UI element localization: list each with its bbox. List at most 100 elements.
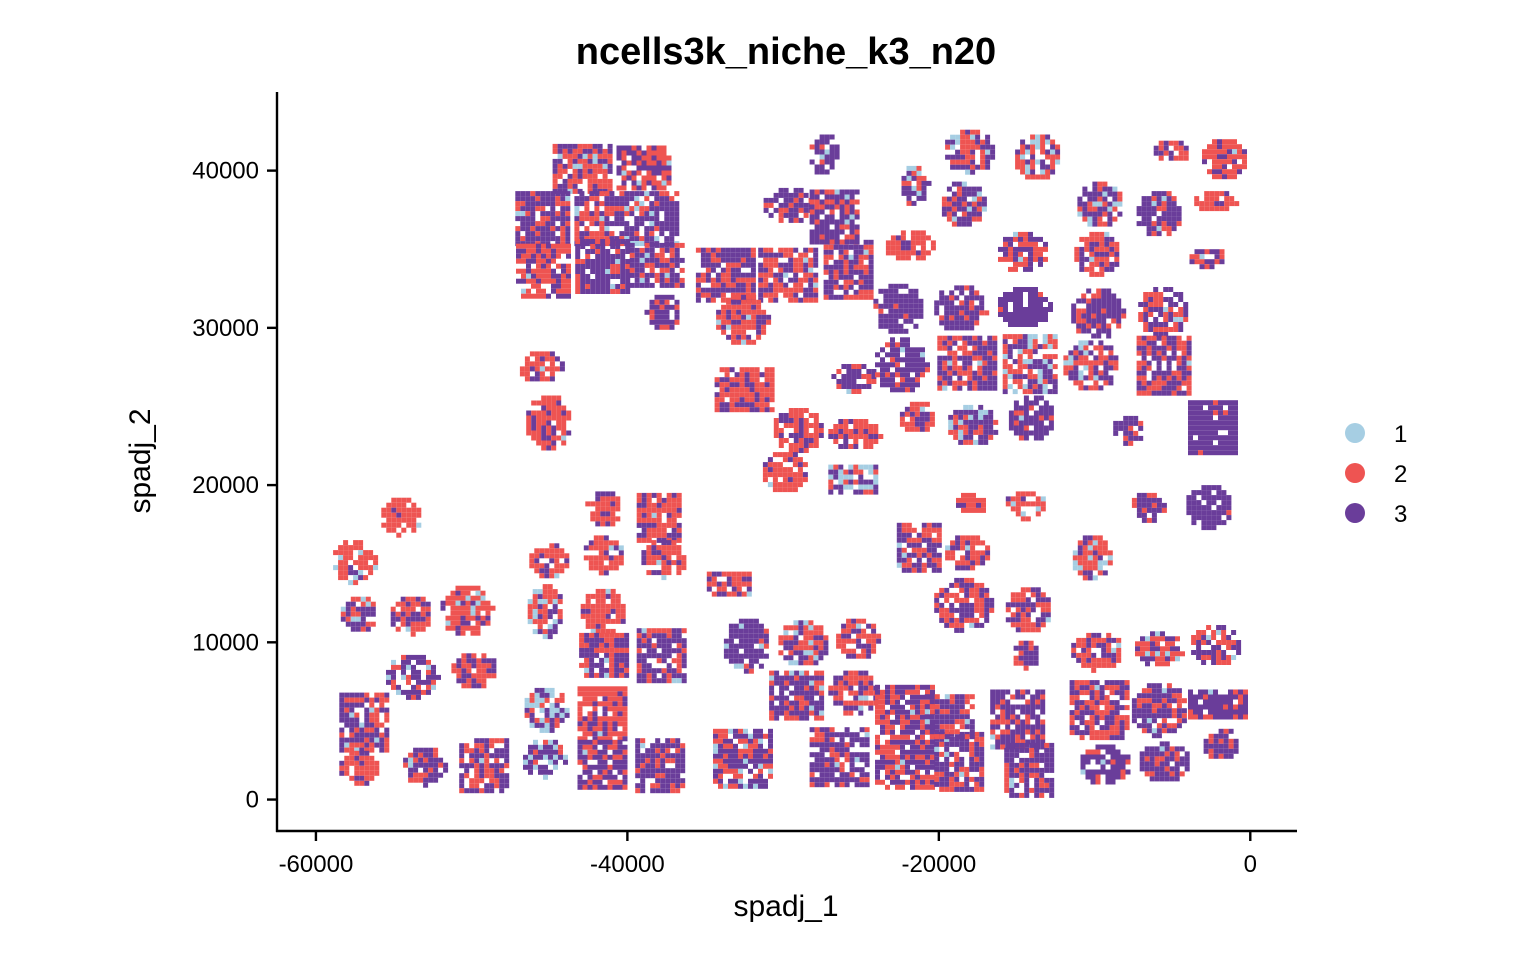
spot xyxy=(763,197,769,203)
spot xyxy=(410,616,416,622)
spot xyxy=(764,382,770,388)
spot xyxy=(716,324,722,330)
spot xyxy=(669,304,675,310)
spot xyxy=(1114,261,1120,267)
spot xyxy=(823,650,829,656)
spot xyxy=(1161,340,1167,346)
spot xyxy=(885,382,890,388)
spot xyxy=(676,658,682,664)
spot xyxy=(735,277,741,283)
spot xyxy=(749,407,755,413)
spot xyxy=(808,272,814,278)
spot xyxy=(656,633,662,639)
spot xyxy=(605,603,611,609)
spot xyxy=(968,439,974,445)
spot xyxy=(959,325,965,331)
spot xyxy=(587,153,593,159)
spot xyxy=(767,467,773,473)
spot xyxy=(751,304,757,310)
spot xyxy=(975,144,981,150)
spot xyxy=(910,235,916,241)
spot xyxy=(641,633,647,639)
spot xyxy=(1028,415,1034,421)
spot xyxy=(893,328,899,334)
spot xyxy=(1023,410,1029,416)
spot xyxy=(676,570,682,576)
spot xyxy=(567,163,573,169)
spot xyxy=(1030,159,1036,165)
spot xyxy=(1217,149,1222,155)
spot xyxy=(814,209,820,215)
spot xyxy=(944,305,950,311)
spot xyxy=(625,264,631,269)
spot xyxy=(534,697,540,703)
spot xyxy=(711,576,717,582)
spot xyxy=(549,356,555,362)
spot xyxy=(345,621,351,627)
spot xyxy=(605,289,611,294)
spot xyxy=(381,512,387,518)
spot xyxy=(565,201,571,207)
spot xyxy=(843,469,849,475)
spot xyxy=(651,492,657,498)
spot xyxy=(520,221,526,227)
spot xyxy=(659,221,665,227)
spot xyxy=(1096,323,1102,329)
spot xyxy=(531,410,537,416)
spot xyxy=(359,742,365,748)
spot xyxy=(621,185,627,191)
spot xyxy=(793,212,799,218)
spot xyxy=(773,207,779,213)
spot xyxy=(746,581,752,587)
spot xyxy=(599,642,605,648)
spot xyxy=(1208,410,1213,416)
spot xyxy=(856,369,862,374)
spot xyxy=(527,599,533,605)
spot xyxy=(1204,249,1210,255)
spot xyxy=(1141,340,1147,346)
spot xyxy=(782,457,788,463)
spot xyxy=(540,226,546,232)
spot xyxy=(853,489,859,495)
spot xyxy=(671,497,677,503)
spot xyxy=(486,658,492,664)
spot xyxy=(1208,405,1213,411)
spot xyxy=(656,145,662,151)
spot xyxy=(567,153,573,159)
spot xyxy=(843,294,849,300)
spot xyxy=(959,285,965,291)
spot xyxy=(1171,350,1177,356)
spot xyxy=(730,282,736,288)
spot xyxy=(1233,420,1238,426)
spot xyxy=(1212,149,1217,155)
spot xyxy=(369,742,375,748)
spot xyxy=(957,355,963,361)
spot xyxy=(908,318,914,324)
spot xyxy=(415,596,421,602)
spot xyxy=(1048,410,1054,416)
spot xyxy=(634,241,640,247)
spot xyxy=(396,532,402,538)
spot xyxy=(916,180,922,186)
spot xyxy=(1077,201,1083,207)
spot xyxy=(607,706,613,712)
spot xyxy=(1218,450,1223,456)
spot xyxy=(605,501,611,507)
spot xyxy=(733,658,739,664)
spot xyxy=(556,400,562,406)
spot xyxy=(1106,303,1112,309)
spot xyxy=(952,355,958,361)
spot xyxy=(622,706,628,712)
spot xyxy=(1017,354,1023,360)
spot xyxy=(594,637,600,643)
spot xyxy=(644,247,650,253)
spot xyxy=(773,292,779,298)
spot xyxy=(646,170,652,176)
spot xyxy=(873,484,879,490)
spot xyxy=(849,204,855,210)
spot xyxy=(863,444,869,449)
spot xyxy=(768,212,774,218)
spot xyxy=(814,199,820,205)
spot xyxy=(985,159,991,165)
spot xyxy=(1083,360,1089,366)
